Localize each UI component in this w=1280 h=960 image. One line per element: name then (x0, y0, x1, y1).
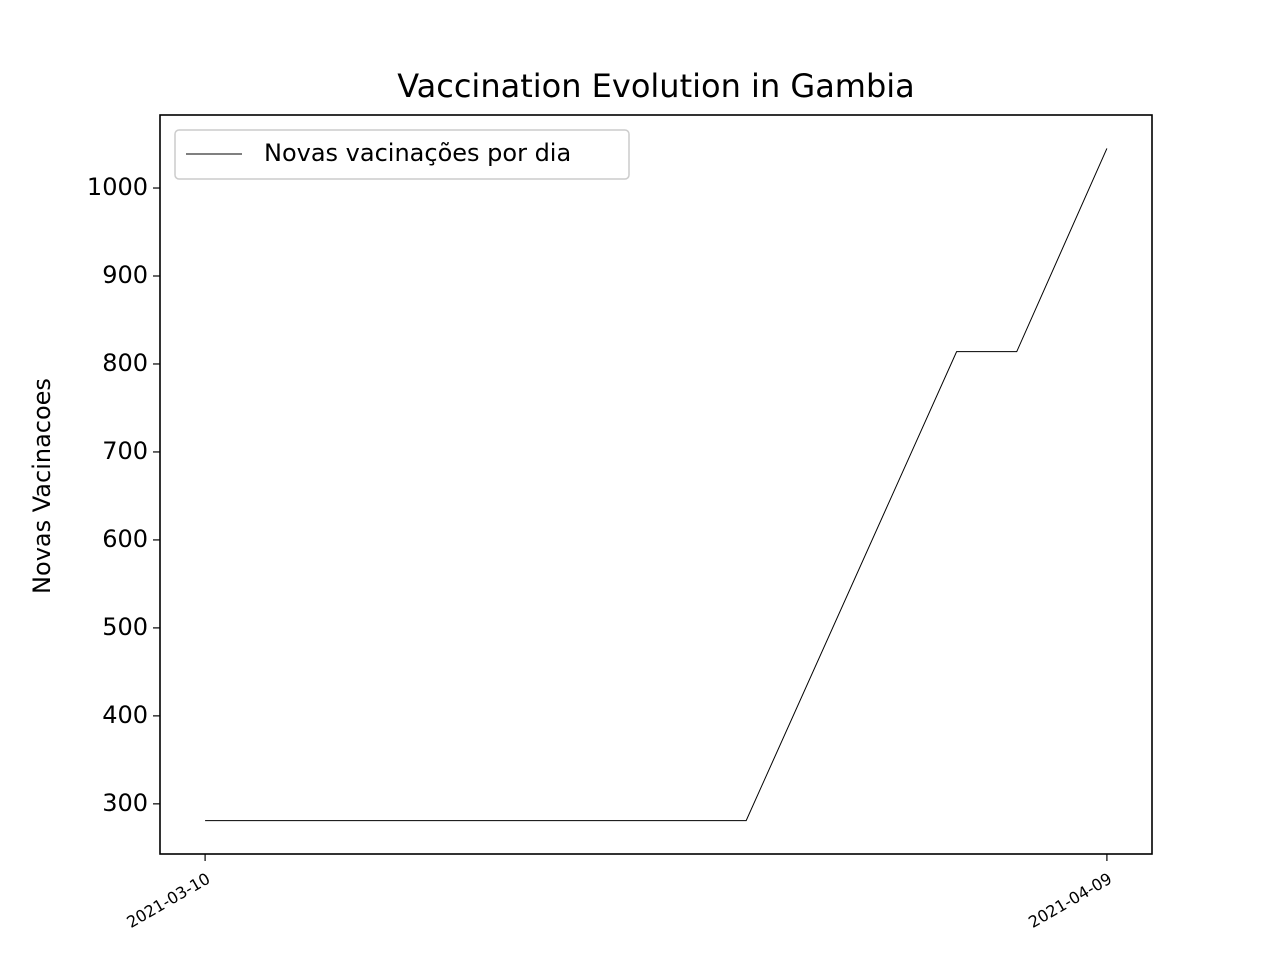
y-tick-label: 800 (102, 349, 148, 377)
y-tick-label: 900 (102, 261, 148, 289)
y-tick-label: 700 (102, 437, 148, 465)
chart-title: Vaccination Evolution in Gambia (397, 67, 915, 105)
plot-frame (159, 114, 1153, 855)
legend: Novas vacinações por dia (174, 129, 630, 180)
legend-label: Novas vacinações por dia (264, 139, 571, 167)
y-tick-label: 300 (102, 789, 148, 817)
y-tick-label: 400 (102, 701, 148, 729)
data-line (205, 148, 1108, 822)
x-tick-label: 2021-03-10 (123, 869, 213, 932)
legend-box (174, 129, 630, 180)
y-tick-label: 600 (102, 525, 148, 553)
y-axis-label: Novas Vacinacoes (28, 378, 56, 594)
y-tick-label: 500 (102, 613, 148, 641)
y-tick-label: 1000 (87, 173, 148, 201)
x-tick-label: 2021-04-09 (1025, 869, 1115, 932)
